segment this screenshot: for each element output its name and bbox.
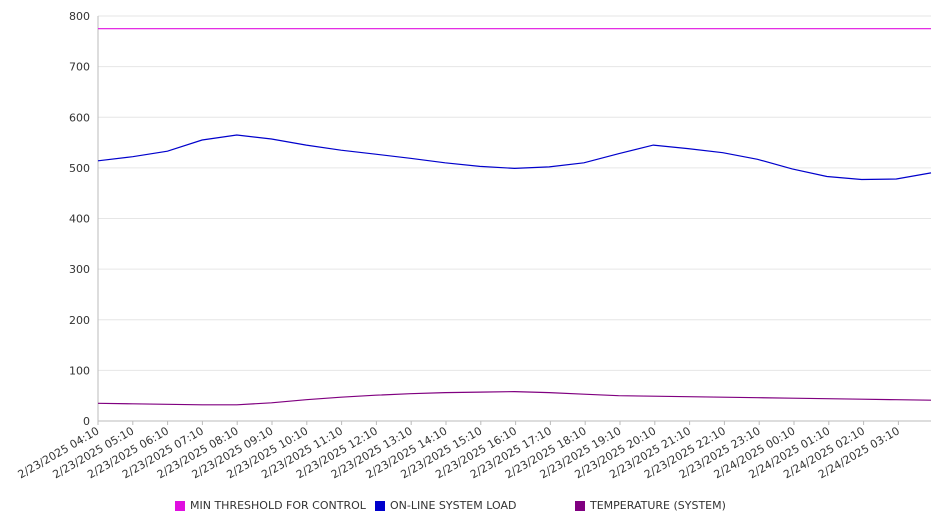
legend-item-online-system-load[interactable]: ON-LINE SYSTEM LOAD (375, 499, 516, 512)
grid-lines (98, 15, 931, 371)
legend-swatch (175, 500, 185, 511)
y-tick-label: 800 (69, 10, 90, 23)
legend: MIN THRESHOLD FOR CONTROL ON-LINE SYSTEM… (0, 499, 946, 515)
series-lines (97, 28, 932, 406)
legend-swatch (375, 500, 385, 511)
y-tick-label: 400 (69, 213, 90, 226)
legend-item-temperature[interactable]: TEMPERATURE (SYSTEM) (575, 499, 726, 512)
y-tick-labels: 0 100 200 300 400 500 600 700 800 (69, 10, 90, 428)
series-line-1 (97, 134, 932, 181)
y-tick-label: 600 (69, 111, 90, 124)
legend-swatch (575, 500, 585, 511)
legend-label: TEMPERATURE (SYSTEM) (590, 499, 726, 512)
legend-item-min-threshold[interactable]: MIN THRESHOLD FOR CONTROL (175, 499, 366, 512)
x-tick-labels: 2/23/2025 04:102/23/2025 05:102/23/2025 … (16, 424, 902, 481)
y-tick-label: 500 (69, 162, 90, 175)
legend-label: MIN THRESHOLD FOR CONTROL (190, 499, 366, 512)
y-tick-label: 200 (69, 314, 90, 327)
axes (97, 16, 931, 425)
series-line-2 (97, 390, 932, 406)
y-tick-label: 100 (69, 364, 90, 377)
y-tick-label: 0 (83, 415, 90, 428)
y-tick-label: 300 (69, 263, 90, 276)
y-tick-label: 700 (69, 61, 90, 74)
legend-label: ON-LINE SYSTEM LOAD (390, 499, 517, 512)
